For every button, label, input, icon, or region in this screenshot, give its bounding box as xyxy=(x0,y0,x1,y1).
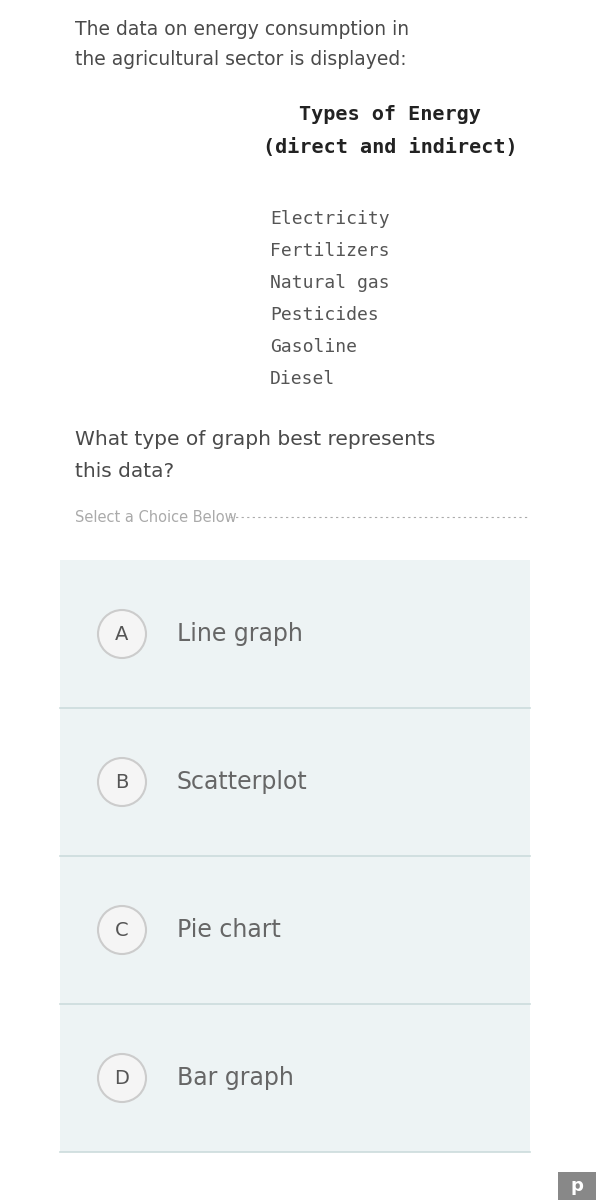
Text: D: D xyxy=(114,1068,129,1087)
Circle shape xyxy=(98,610,146,658)
Text: A: A xyxy=(115,624,129,643)
Circle shape xyxy=(98,906,146,954)
Circle shape xyxy=(98,758,146,806)
Text: What type of graph best represents: What type of graph best represents xyxy=(75,430,435,449)
FancyBboxPatch shape xyxy=(558,1172,596,1200)
FancyBboxPatch shape xyxy=(60,1004,530,1152)
Text: the agricultural sector is displayed:: the agricultural sector is displayed: xyxy=(75,50,406,68)
Text: Types of Energy: Types of Energy xyxy=(299,104,481,124)
Text: Line graph: Line graph xyxy=(177,622,303,646)
Text: Diesel: Diesel xyxy=(270,370,335,388)
Text: Select a Choice Below: Select a Choice Below xyxy=(75,510,237,526)
Text: Pesticides: Pesticides xyxy=(270,306,378,324)
Text: (direct and indirect): (direct and indirect) xyxy=(263,138,517,157)
FancyBboxPatch shape xyxy=(60,560,530,708)
FancyBboxPatch shape xyxy=(60,856,530,1004)
Text: p: p xyxy=(570,1177,583,1195)
Text: Fertilizers: Fertilizers xyxy=(270,242,390,260)
Text: Scatterplot: Scatterplot xyxy=(177,770,308,794)
Text: Electricity: Electricity xyxy=(270,210,390,228)
Circle shape xyxy=(98,1054,146,1102)
Text: Pie chart: Pie chart xyxy=(177,918,281,942)
Text: C: C xyxy=(115,920,129,940)
Text: Bar graph: Bar graph xyxy=(177,1066,294,1090)
Text: B: B xyxy=(115,773,129,792)
Text: Natural gas: Natural gas xyxy=(270,274,390,292)
FancyBboxPatch shape xyxy=(60,708,530,856)
Text: The data on energy consumption in: The data on energy consumption in xyxy=(75,20,409,38)
Text: this data?: this data? xyxy=(75,462,174,481)
Text: Gasoline: Gasoline xyxy=(270,338,357,356)
